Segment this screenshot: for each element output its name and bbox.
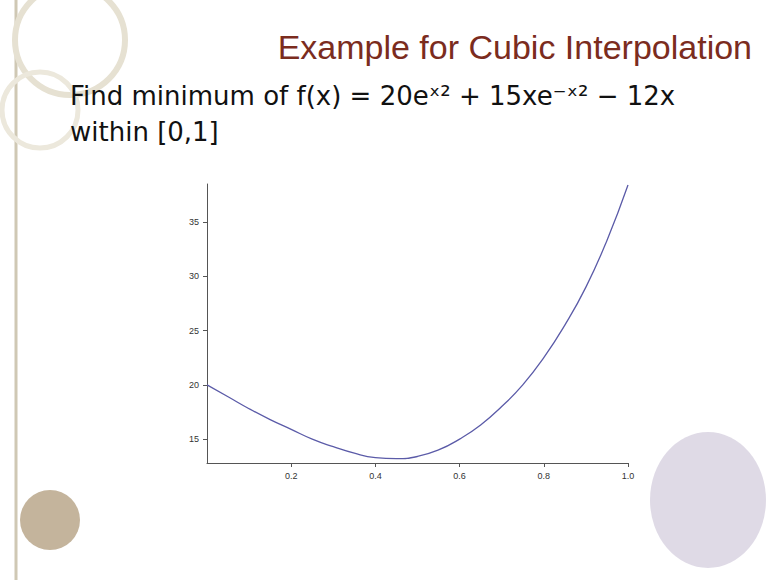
svg-text:0.4: 0.4	[369, 471, 382, 481]
html-text:Find minimum of f(x) = 20eˣ² +: Find minimum of f(x) = 20eˣ² + 15xe⁻ˣ² −…	[70, 81, 676, 147]
svg-text:0.6: 0.6	[453, 471, 466, 481]
svg-text:25: 25	[189, 326, 199, 336]
svg-text:35: 35	[189, 217, 199, 227]
svg-text:1.0: 1.0	[622, 471, 635, 481]
svg-text:15: 15	[189, 434, 199, 444]
svg-text:0.8: 0.8	[538, 471, 551, 481]
html-text:Example for Cubic Interpolatio: Example for Cubic Interpolation	[277, 28, 752, 66]
svg-text:0.2: 0.2	[285, 471, 298, 481]
svg-text:20: 20	[189, 380, 199, 390]
svg-text:30: 30	[189, 271, 199, 281]
